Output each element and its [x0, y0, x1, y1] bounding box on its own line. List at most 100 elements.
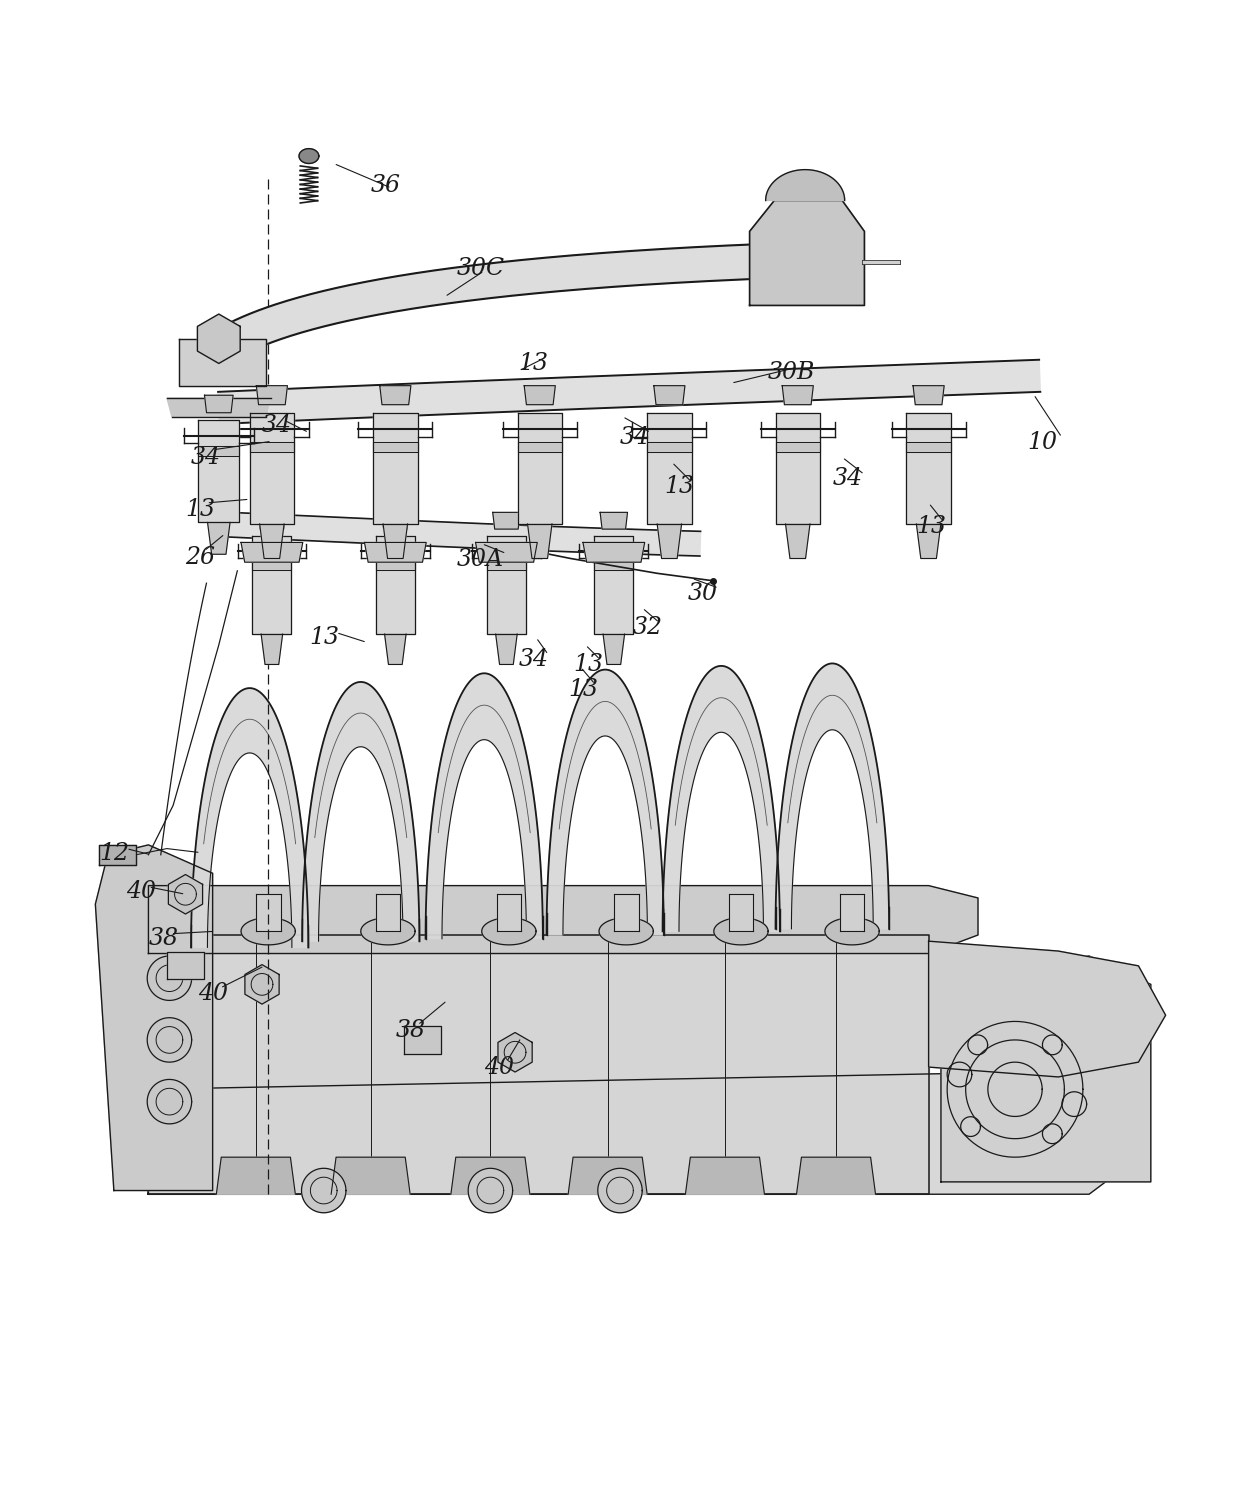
Polygon shape	[95, 845, 212, 1190]
Polygon shape	[404, 1027, 441, 1054]
Polygon shape	[257, 386, 288, 405]
Polygon shape	[913, 386, 944, 405]
Polygon shape	[255, 894, 280, 931]
Polygon shape	[383, 525, 408, 558]
Polygon shape	[376, 537, 415, 634]
Polygon shape	[498, 1033, 532, 1072]
Polygon shape	[729, 894, 754, 931]
Polygon shape	[451, 1157, 529, 1194]
Polygon shape	[259, 525, 284, 558]
Polygon shape	[765, 169, 844, 201]
Polygon shape	[906, 442, 951, 452]
Polygon shape	[487, 537, 526, 634]
Polygon shape	[205, 395, 233, 413]
Polygon shape	[906, 413, 951, 525]
Polygon shape	[785, 525, 810, 558]
Polygon shape	[929, 940, 1166, 1077]
Polygon shape	[149, 934, 929, 1194]
Text: 13: 13	[568, 677, 598, 702]
Polygon shape	[425, 673, 543, 939]
Polygon shape	[750, 201, 864, 305]
Polygon shape	[258, 513, 285, 529]
Text: 13: 13	[186, 497, 216, 520]
Polygon shape	[941, 956, 1151, 1182]
Text: 38: 38	[149, 927, 179, 950]
Polygon shape	[246, 965, 279, 1004]
Text: 30A: 30A	[458, 549, 503, 572]
Polygon shape	[594, 537, 634, 634]
Text: 40: 40	[198, 981, 228, 1004]
Polygon shape	[476, 543, 537, 562]
Polygon shape	[482, 918, 536, 945]
Polygon shape	[149, 886, 978, 954]
Polygon shape	[686, 1157, 764, 1194]
Text: 13: 13	[916, 516, 946, 538]
Polygon shape	[180, 339, 265, 386]
Polygon shape	[782, 386, 813, 405]
Polygon shape	[583, 543, 645, 562]
Polygon shape	[839, 894, 864, 931]
Polygon shape	[496, 634, 517, 664]
Polygon shape	[365, 543, 427, 562]
Polygon shape	[714, 918, 768, 945]
Text: 13: 13	[518, 352, 549, 375]
Polygon shape	[376, 894, 401, 931]
Text: 30: 30	[688, 582, 718, 605]
Polygon shape	[653, 386, 684, 405]
Polygon shape	[487, 561, 526, 570]
Polygon shape	[331, 1157, 410, 1194]
Polygon shape	[517, 442, 562, 452]
Polygon shape	[379, 386, 410, 405]
Polygon shape	[469, 1169, 512, 1213]
Polygon shape	[775, 413, 820, 525]
Text: 10: 10	[1028, 431, 1058, 454]
Polygon shape	[647, 442, 692, 452]
Text: 34: 34	[191, 446, 221, 469]
Polygon shape	[303, 682, 419, 940]
Polygon shape	[167, 953, 205, 980]
Polygon shape	[600, 513, 627, 529]
Polygon shape	[212, 511, 701, 556]
Polygon shape	[198, 446, 239, 457]
Polygon shape	[647, 413, 692, 525]
Polygon shape	[207, 523, 231, 555]
Polygon shape	[916, 525, 941, 558]
Text: 34: 34	[832, 467, 862, 490]
Text: 40: 40	[126, 880, 156, 903]
Text: 34: 34	[518, 649, 549, 671]
Polygon shape	[148, 1018, 192, 1061]
Polygon shape	[496, 894, 521, 931]
Text: 12: 12	[99, 842, 129, 865]
Polygon shape	[148, 1080, 192, 1123]
Polygon shape	[376, 561, 415, 570]
Polygon shape	[241, 918, 295, 945]
Polygon shape	[373, 442, 418, 452]
Text: 34: 34	[262, 414, 291, 437]
Polygon shape	[249, 442, 294, 452]
Polygon shape	[517, 413, 562, 525]
Polygon shape	[361, 918, 415, 945]
Polygon shape	[262, 634, 283, 664]
Polygon shape	[198, 420, 239, 523]
Polygon shape	[594, 561, 634, 570]
Polygon shape	[252, 537, 291, 634]
Text: 38: 38	[396, 1019, 425, 1042]
Polygon shape	[210, 242, 804, 363]
Polygon shape	[149, 1070, 1138, 1194]
Polygon shape	[216, 1157, 295, 1194]
Text: 26: 26	[186, 546, 216, 569]
Text: 13: 13	[573, 653, 603, 676]
Polygon shape	[603, 634, 625, 664]
Polygon shape	[167, 398, 270, 416]
Polygon shape	[299, 148, 319, 163]
Polygon shape	[657, 525, 682, 558]
Text: 30B: 30B	[768, 360, 816, 384]
Text: 34: 34	[620, 426, 650, 449]
Text: 40: 40	[484, 1055, 515, 1078]
Text: 36: 36	[371, 174, 401, 197]
Polygon shape	[301, 1169, 346, 1213]
Polygon shape	[99, 845, 136, 865]
Polygon shape	[218, 360, 1040, 423]
Polygon shape	[252, 561, 291, 570]
Polygon shape	[384, 634, 405, 664]
